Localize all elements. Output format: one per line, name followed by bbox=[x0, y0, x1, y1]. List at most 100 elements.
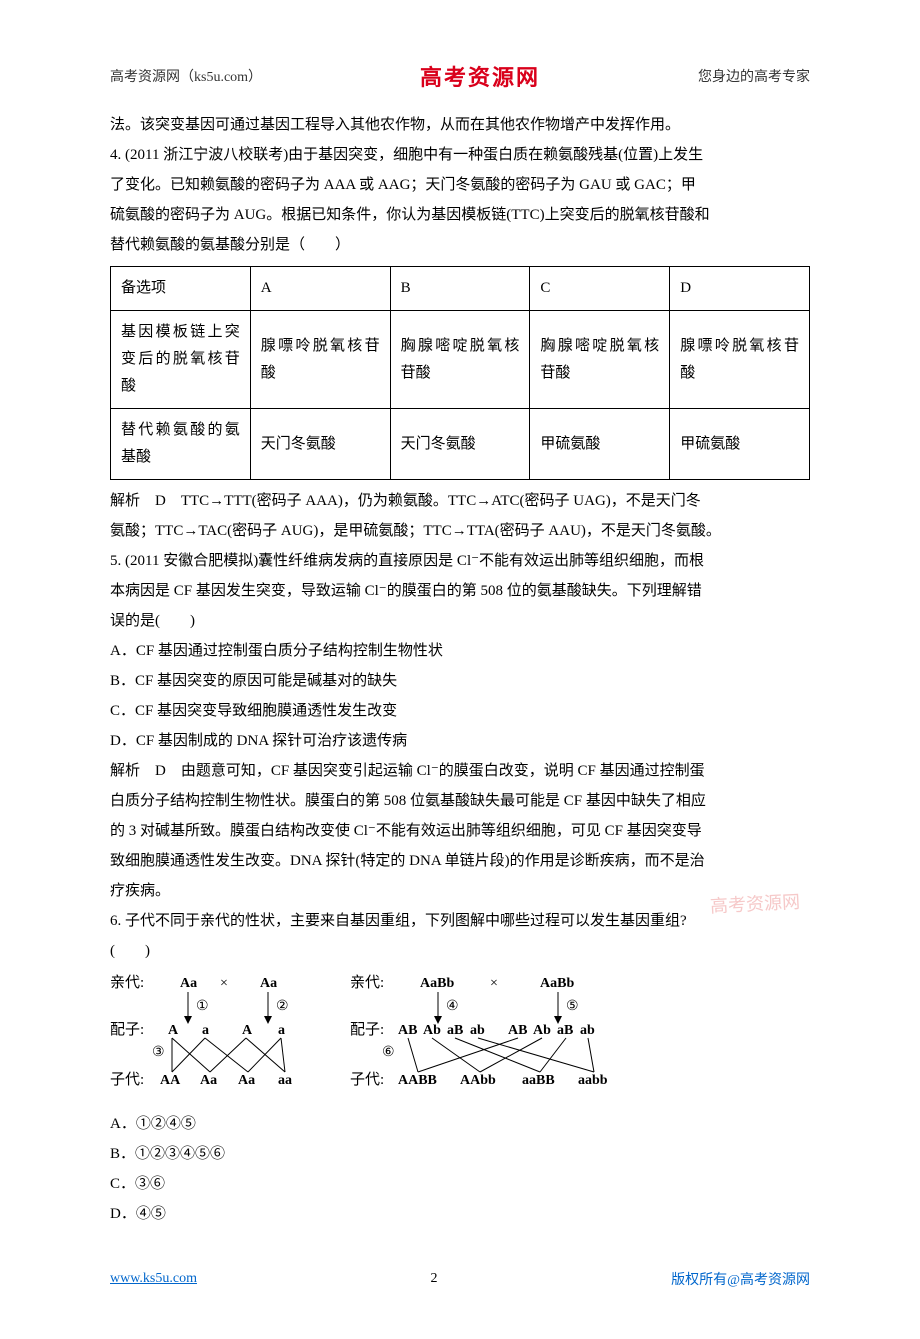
cross-line bbox=[480, 1038, 542, 1072]
step-label-5: ⑤ bbox=[566, 999, 579, 1014]
q6-diagram: 亲代: Aa × Aa ① ② 配子: A a A a ③ bbox=[110, 972, 810, 1103]
cell-rowlabel: 基因模板链上突变后的脱氧核苷酸 bbox=[111, 311, 251, 409]
header-slogan: 您身边的高考专家 bbox=[698, 66, 810, 86]
cell: 甲硫氨酸 bbox=[670, 409, 810, 480]
cell-option-b: B bbox=[390, 267, 530, 311]
label-offspring: 子代: bbox=[350, 1071, 384, 1088]
gamete: AB bbox=[508, 1023, 527, 1038]
q5-stem-line1: 5. (2011 安徽合肥模拟)囊性纤维病发病的直接原因是 Cl⁻不能有效运出肺… bbox=[110, 546, 810, 576]
q6-option-c: C．③⑥ bbox=[110, 1169, 810, 1199]
q6-stem-line2: ( ) bbox=[110, 936, 810, 966]
cross-line bbox=[408, 1038, 418, 1072]
gamete: a bbox=[278, 1023, 285, 1038]
parent-genotype: AaBb bbox=[540, 976, 574, 991]
page-number: 2 bbox=[431, 1271, 438, 1287]
gamete: aB bbox=[447, 1023, 463, 1038]
page: 高考资源网（ks5u.com） 高考资源网 您身边的高考专家 法。该突变基因可通… bbox=[0, 0, 920, 1339]
cross-line bbox=[205, 1038, 248, 1072]
q5-option-a: A．CF 基因通过控制蛋白质分子结构控制生物性状 bbox=[110, 636, 810, 666]
q5-stem-line3: 误的是( ) bbox=[110, 606, 810, 636]
label-parent: 亲代: bbox=[350, 974, 384, 991]
cell: 甲硫氨酸 bbox=[530, 409, 670, 480]
cell-rowlabel: 替代赖氨酸的氨基酸 bbox=[111, 409, 251, 480]
q5-analysis-line4: 致细胞膜通透性发生改变。DNA 探针(特定的 DNA 单链片段)的作用是诊断疾病… bbox=[110, 846, 810, 876]
label-gamete: 配子: bbox=[350, 1021, 384, 1038]
q4-analysis-line1: 解析 D TTC→TTT(密码子 AAA)，仍为赖氨酸。TTC→ATC(密码子 … bbox=[110, 486, 810, 516]
q5-option-c: C．CF 基因突变导致细胞膜通透性发生改变 bbox=[110, 696, 810, 726]
offspring-genotype: AAbb bbox=[460, 1073, 496, 1088]
label-parent: 亲代: bbox=[110, 974, 144, 991]
offspring-genotype: aaBB bbox=[522, 1073, 555, 1088]
q5-analysis-line2: 白质分子结构控制生物性状。膜蛋白的第 508 位氨基酸缺失最可能是 CF 基因中… bbox=[110, 786, 810, 816]
table-row: 替代赖氨酸的氨基酸 天门冬氨酸 天门冬氨酸 甲硫氨酸 甲硫氨酸 bbox=[111, 409, 810, 480]
gamete: A bbox=[168, 1023, 179, 1038]
parent-genotype: Aa bbox=[180, 976, 197, 991]
q4-table: 备选项 A B C D 基因模板链上突变后的脱氧核苷酸 腺嘌呤脱氧核苷酸 胸腺嘧… bbox=[110, 266, 810, 480]
page-header: 高考资源网（ks5u.com） 高考资源网 您身边的高考专家 bbox=[110, 60, 810, 92]
gamete: A bbox=[242, 1023, 253, 1038]
document-body: 法。该突变基因可通过基因工程导入其他农作物，从而在其他农作物增产中发挥作用。 4… bbox=[110, 110, 810, 1229]
cell-option-c: C bbox=[530, 267, 670, 311]
gamete: Ab bbox=[423, 1023, 441, 1038]
q4-stem-line4: 替代赖氨酸的氨基酸分别是（ ） bbox=[110, 230, 810, 260]
intro-line: 法。该突变基因可通过基因工程导入其他农作物，从而在其他农作物增产中发挥作用。 bbox=[110, 110, 810, 140]
table-row: 备选项 A B C D bbox=[111, 267, 810, 311]
q4-stem-line3: 硫氨酸的密码子为 AUG。根据已知条件，你认为基因模板链(TTC)上突变后的脱氧… bbox=[110, 200, 810, 230]
label-gamete: 配子: bbox=[110, 1021, 144, 1038]
label-offspring: 子代: bbox=[110, 1071, 144, 1088]
cross-symbol: × bbox=[220, 976, 228, 991]
q6-option-a: A．①②④⑤ bbox=[110, 1109, 810, 1139]
cross-line bbox=[478, 1038, 594, 1072]
cell: 胸腺嘧啶脱氧核苷酸 bbox=[530, 311, 670, 409]
gamete: AB bbox=[398, 1023, 417, 1038]
header-brand: 高考资源网 bbox=[420, 60, 540, 92]
cell: 腺嘌呤脱氧核苷酸 bbox=[250, 311, 390, 409]
offspring-genotype: Aa bbox=[200, 1073, 217, 1088]
genetics-cross-diagram: 亲代: Aa × Aa ① ② 配子: A a A a ③ bbox=[110, 972, 750, 1092]
cross-symbol: × bbox=[490, 976, 498, 991]
step-label-4: ④ bbox=[446, 999, 459, 1014]
offspring-genotype: aabb bbox=[578, 1073, 608, 1088]
cell: 胸腺嘧啶脱氧核苷酸 bbox=[390, 311, 530, 409]
q5-analysis-line3: 的 3 对碱基所致。膜蛋白结构改变使 Cl⁻不能有效运出肺等组织细胞，可见 CF… bbox=[110, 816, 810, 846]
q6-option-d: D．④⑤ bbox=[110, 1199, 810, 1229]
cell: 天门冬氨酸 bbox=[390, 409, 530, 480]
q4-analysis-line2: 氨酸；TTC→TAC(密码子 AUG)，是甲硫氨酸；TTC→TTA(密码子 AA… bbox=[110, 516, 810, 546]
q5-option-b: B．CF 基因突变的原因可能是碱基对的缺失 bbox=[110, 666, 810, 696]
cross-line bbox=[172, 1038, 205, 1072]
cross-line bbox=[210, 1038, 246, 1072]
q5-option-d: D．CF 基因制成的 DNA 探针可治疗该遗传病 bbox=[110, 726, 810, 756]
offspring-genotype: AABB bbox=[398, 1073, 437, 1088]
cross-line bbox=[588, 1038, 594, 1072]
cell-option-a: A bbox=[250, 267, 390, 311]
offspring-genotype: Aa bbox=[238, 1073, 255, 1088]
gamete: aB bbox=[557, 1023, 573, 1038]
arrow-head-icon bbox=[264, 1016, 272, 1024]
cell: 天门冬氨酸 bbox=[250, 409, 390, 480]
gamete: ab bbox=[580, 1023, 595, 1038]
cross-line bbox=[540, 1038, 566, 1072]
offspring-genotype: aa bbox=[278, 1073, 292, 1088]
q4-stem-line2: 了变化。已知赖氨酸的密码子为 AAA 或 AAG；天门冬氨酸的密码子为 GAU … bbox=[110, 170, 810, 200]
q6-stem-line1: 6. 子代不同于亲代的性状，主要来自基因重组，下列图解中哪些过程可以发生基因重组… bbox=[110, 906, 810, 936]
q6-option-b: B．①②③④⑤⑥ bbox=[110, 1139, 810, 1169]
offspring-genotype: AA bbox=[160, 1073, 181, 1088]
page-footer: www.ks5u.com 2 版权所有@高考资源网 bbox=[110, 1269, 810, 1289]
cross-line bbox=[248, 1038, 281, 1072]
step-label-1: ① bbox=[196, 999, 209, 1014]
q5-stem-line2: 本病因是 CF 基因发生突变，导致运输 Cl⁻的膜蛋白的第 508 位的氨基酸缺… bbox=[110, 576, 810, 606]
header-source: 高考资源网（ks5u.com） bbox=[110, 66, 262, 86]
gamete: a bbox=[202, 1023, 209, 1038]
footer-url[interactable]: www.ks5u.com bbox=[110, 1271, 197, 1287]
cross-line bbox=[432, 1038, 480, 1072]
footer-copyright: 版权所有@高考资源网 bbox=[671, 1269, 810, 1289]
q4-stem-line1: 4. (2011 浙江宁波八校联考)由于基因突变，细胞中有一种蛋白质在赖氨酸残基… bbox=[110, 140, 810, 170]
cross-line bbox=[246, 1038, 285, 1072]
step-label-3: ③ bbox=[152, 1045, 165, 1060]
cell: 腺嘌呤脱氧核苷酸 bbox=[670, 311, 810, 409]
q5-analysis-line1: 解析 D 由题意可知，CF 基因突变引起运输 Cl⁻的膜蛋白改变，说明 CF 基… bbox=[110, 756, 810, 786]
cross-line bbox=[172, 1038, 210, 1072]
gamete: ab bbox=[470, 1023, 485, 1038]
cross-line bbox=[281, 1038, 285, 1072]
arrow-head-icon bbox=[184, 1016, 192, 1024]
